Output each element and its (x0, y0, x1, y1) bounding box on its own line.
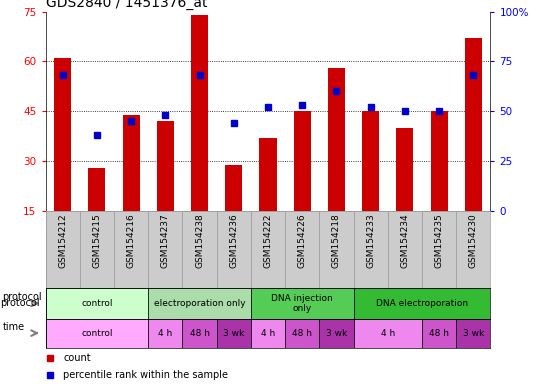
Text: 48 h: 48 h (429, 329, 449, 338)
Bar (251, 288, 354, 319)
Bar (217, 211, 251, 288)
Text: GSM154237: GSM154237 (161, 214, 170, 268)
Bar (157, 121, 174, 211)
Bar (319, 319, 354, 348)
Bar (54, 58, 71, 211)
Text: GSM154236: GSM154236 (229, 214, 239, 268)
Bar (456, 319, 490, 348)
Bar (46, 288, 148, 319)
Bar (319, 211, 354, 288)
Text: count: count (63, 353, 91, 363)
Text: GSM154238: GSM154238 (195, 214, 204, 268)
Text: GDS2840 / 1451376_at: GDS2840 / 1451376_at (46, 0, 207, 10)
Bar (46, 319, 148, 348)
Bar (88, 168, 106, 211)
Text: 4 h: 4 h (261, 329, 275, 338)
Bar (46, 211, 80, 288)
Bar (354, 288, 490, 319)
Bar (251, 211, 285, 288)
Bar (465, 38, 482, 211)
Bar (422, 319, 456, 348)
Bar (456, 211, 490, 288)
Bar (362, 111, 379, 211)
Text: 48 h: 48 h (190, 329, 210, 338)
Text: GSM154212: GSM154212 (58, 214, 67, 268)
Text: DNA electroporation: DNA electroporation (376, 299, 468, 308)
Text: protocol: protocol (1, 298, 40, 308)
Text: GSM154218: GSM154218 (332, 214, 341, 268)
Text: GSM154216: GSM154216 (126, 214, 136, 268)
Text: GSM154222: GSM154222 (264, 214, 272, 268)
Bar (182, 319, 217, 348)
Bar (328, 68, 345, 211)
Text: GSM154215: GSM154215 (92, 214, 101, 268)
Bar (123, 115, 140, 211)
Text: control: control (81, 329, 113, 338)
Text: 4 h: 4 h (158, 329, 173, 338)
Text: GSM154234: GSM154234 (400, 214, 410, 268)
Text: GSM154230: GSM154230 (469, 214, 478, 268)
Bar (191, 15, 208, 211)
Text: percentile rank within the sample: percentile rank within the sample (63, 370, 228, 381)
Text: control: control (81, 299, 113, 308)
Bar (354, 319, 422, 348)
Bar (285, 319, 319, 348)
Bar (285, 211, 319, 288)
Bar (294, 111, 311, 211)
Text: GSM154235: GSM154235 (435, 214, 444, 268)
Text: 3 wk: 3 wk (223, 329, 244, 338)
Bar (354, 211, 388, 288)
Bar (182, 211, 217, 288)
Text: 3 wk: 3 wk (463, 329, 484, 338)
Text: 48 h: 48 h (292, 329, 312, 338)
Bar (217, 319, 251, 348)
Bar (396, 128, 413, 211)
Text: GSM154226: GSM154226 (297, 214, 307, 268)
Text: electroporation only: electroporation only (154, 299, 245, 308)
Bar (422, 211, 456, 288)
Bar (148, 288, 251, 319)
Bar (388, 211, 422, 288)
Text: 4 h: 4 h (381, 329, 395, 338)
Bar (259, 138, 277, 211)
Bar (225, 165, 242, 211)
Bar (148, 319, 182, 348)
Bar (430, 111, 448, 211)
Text: 3 wk: 3 wk (326, 329, 347, 338)
Bar (148, 211, 182, 288)
Text: time: time (2, 322, 25, 333)
Text: DNA injection
only: DNA injection only (271, 294, 333, 313)
Text: protocol: protocol (2, 292, 42, 302)
Bar (114, 211, 148, 288)
Bar (251, 319, 285, 348)
Text: GSM154233: GSM154233 (366, 214, 375, 268)
Bar (80, 211, 114, 288)
